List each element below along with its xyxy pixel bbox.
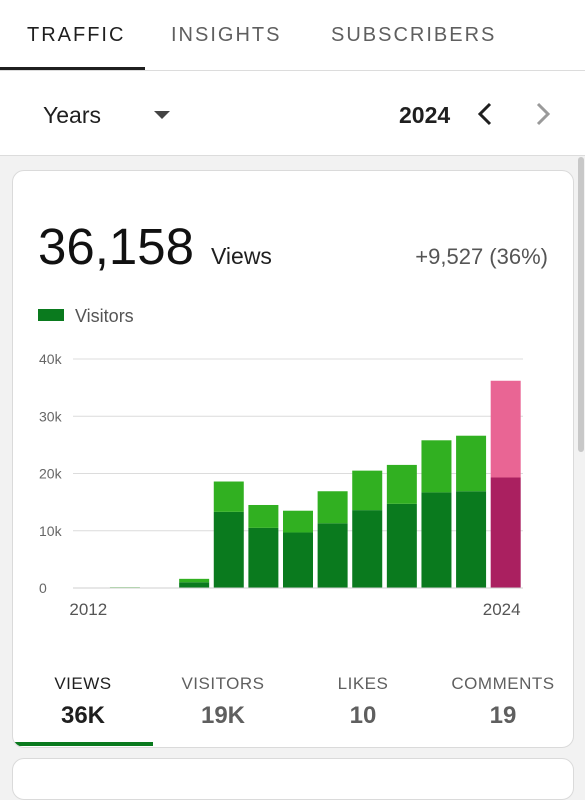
x-tick-label: 2012: [69, 600, 107, 619]
year-label: 2024: [399, 102, 450, 129]
y-tick-label: 30k: [39, 408, 63, 424]
legend-label: Visitors: [75, 306, 134, 327]
metric-label: COMMENTS: [433, 674, 573, 694]
bar-views: [214, 482, 244, 512]
metric-tab-comments[interactable]: COMMENTS 19: [433, 674, 573, 730]
tab-traffic[interactable]: TRAFFIC: [27, 24, 125, 47]
metric-tab-likes[interactable]: LIKES 10: [293, 674, 433, 730]
tab-insights[interactable]: INSIGHTS: [171, 24, 281, 47]
bar-views: [387, 465, 417, 504]
bar-views: [352, 471, 382, 511]
bar-visitors: [352, 510, 382, 588]
active-metric-indicator: [13, 742, 153, 746]
metric-value: 10: [293, 702, 433, 730]
metric-value: 36K: [13, 702, 153, 730]
y-tick-label: 10k: [39, 523, 63, 539]
bar-visitors: [283, 532, 313, 588]
metric-label: VIEWS: [13, 674, 153, 694]
dropdown-arrow-icon[interactable]: [154, 111, 170, 119]
bar-visitors: [491, 478, 521, 588]
period-selector-row: Years 2024: [0, 71, 585, 156]
x-tick-label: 2024: [483, 600, 521, 619]
bar-views: [421, 440, 451, 492]
legend-swatch: [38, 309, 64, 321]
bar-views: [318, 491, 348, 523]
metric-value: 19K: [153, 702, 293, 730]
tab-subscribers[interactable]: SUBSCRIBERS: [331, 24, 496, 47]
bar-visitors: [456, 491, 486, 588]
metric-tab-views[interactable]: VIEWS 36K: [13, 674, 153, 730]
traffic-chart: 40k 30k 20k 10k 0 2012 2024: [13, 346, 573, 626]
bar-visitors: [387, 504, 417, 588]
active-tab-indicator: [0, 67, 145, 70]
metric-tab-visitors[interactable]: VISITORS 19K: [153, 674, 293, 730]
tab-bar: TRAFFIC INSIGHTS SUBSCRIBERS: [0, 0, 585, 71]
total-views-number: 36,158: [38, 217, 194, 276]
bar-visitors: [179, 582, 209, 588]
scrollbar[interactable]: [578, 157, 584, 452]
bar-visitors: [318, 523, 348, 588]
bar-views: [456, 436, 486, 492]
y-tick-label: 20k: [39, 466, 63, 482]
metric-label: VISITORS: [153, 674, 293, 694]
period-dropdown[interactable]: Years: [43, 102, 101, 129]
views-change: +9,527 (36%): [415, 244, 548, 270]
y-tick-label: 0: [39, 580, 47, 596]
chevron-left-icon[interactable]: [472, 99, 498, 129]
bar-visitors: [421, 492, 451, 588]
total-views-unit: Views: [211, 243, 272, 270]
metric-label: LIKES: [293, 674, 433, 694]
metric-value: 19: [433, 702, 573, 730]
chevron-right-icon[interactable]: [530, 99, 556, 129]
y-tick-label: 40k: [39, 351, 63, 367]
bar-views: [179, 579, 209, 582]
traffic-card: 36,158 Views +9,527 (36%) Visitors 40k 30…: [12, 170, 574, 748]
next-card: [12, 758, 574, 800]
bar-views: [491, 381, 521, 478]
bar-views: [283, 511, 313, 533]
bar-visitors: [214, 512, 244, 588]
bar-views: [248, 505, 278, 528]
bar-visitors: [248, 528, 278, 588]
